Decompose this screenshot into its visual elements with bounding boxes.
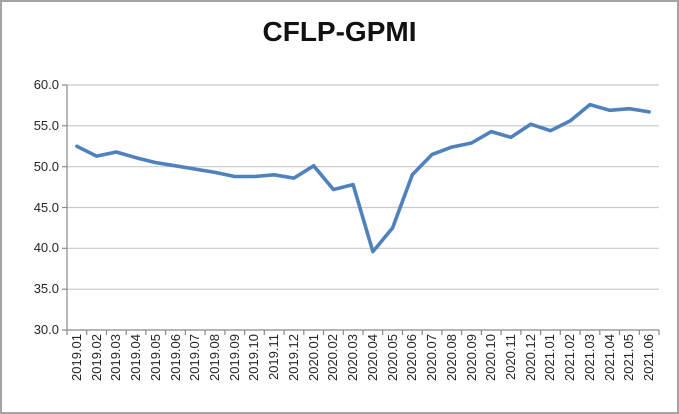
x-axis-label: 2021.04 <box>601 334 617 381</box>
x-axis-label: 2019.12 <box>285 334 301 381</box>
x-axis-label: 2021.05 <box>621 334 637 381</box>
x-axis-label: 2020.06 <box>404 334 420 381</box>
x-axis-label: 2019.03 <box>108 334 124 381</box>
x-axis-label: 2021.06 <box>641 334 657 381</box>
x-axis-label: 2019.10 <box>246 334 262 381</box>
pmi-line <box>75 102 651 254</box>
y-axis-labels: 60.0 55.0 50.0 45.0 40.0 35.0 30.0 <box>10 77 59 337</box>
y-axis-label: 40.0 <box>33 240 59 256</box>
x-axis-label: 2020.01 <box>305 334 321 381</box>
x-axis-label: 2020.02 <box>325 334 341 381</box>
x-axis-label: 2020.11 <box>503 334 518 381</box>
y-axis-label: 55.0 <box>33 117 59 133</box>
x-axis-label: 2019.02 <box>88 334 104 381</box>
x-axis-label: 2019.11 <box>266 334 282 381</box>
x-axis-label: 2021.03 <box>581 334 597 381</box>
x-axis-label: 2019.01 <box>68 334 84 381</box>
y-axis-label: 30.0 <box>33 322 59 337</box>
x-axis-label: 2020.07 <box>424 334 440 381</box>
x-axis-label: 2020.12 <box>522 334 538 381</box>
x-axis-label: 2019.07 <box>187 334 203 381</box>
y-axis-label: 50.0 <box>33 158 59 174</box>
y-axis-label: 35.0 <box>33 281 59 297</box>
x-axis-label: 2020.08 <box>443 334 459 381</box>
chart-title: CFLP-GPMI <box>262 16 417 47</box>
x-axis-label: 2020.04 <box>364 334 380 381</box>
x-axis-label: 2021.02 <box>562 334 578 381</box>
x-axis-label: 2019.09 <box>226 334 242 381</box>
y-axis-label: 45.0 <box>33 199 59 215</box>
x-axis-label: 2019.08 <box>207 334 222 381</box>
pmi-line-chart <box>62 84 660 335</box>
x-axis-labels: 2019.01 2019.02 2019.03 2019.04 2019.05 2019.… <box>67 334 659 406</box>
x-axis-label: 2020.03 <box>345 334 361 381</box>
x-axis-label: 2019.05 <box>147 334 163 381</box>
x-axis-label: 2020.10 <box>483 334 499 381</box>
plot-area <box>62 84 660 335</box>
x-axis-label: 2021.01 <box>542 334 558 381</box>
x-axis-label: 2020.09 <box>463 334 479 381</box>
y-axis-label: 60.0 <box>33 77 59 92</box>
x-axis-label: 2020.05 <box>384 334 400 381</box>
x-axis-label: 2019.04 <box>128 334 144 381</box>
x-axis-label: 2019.06 <box>167 334 183 381</box>
